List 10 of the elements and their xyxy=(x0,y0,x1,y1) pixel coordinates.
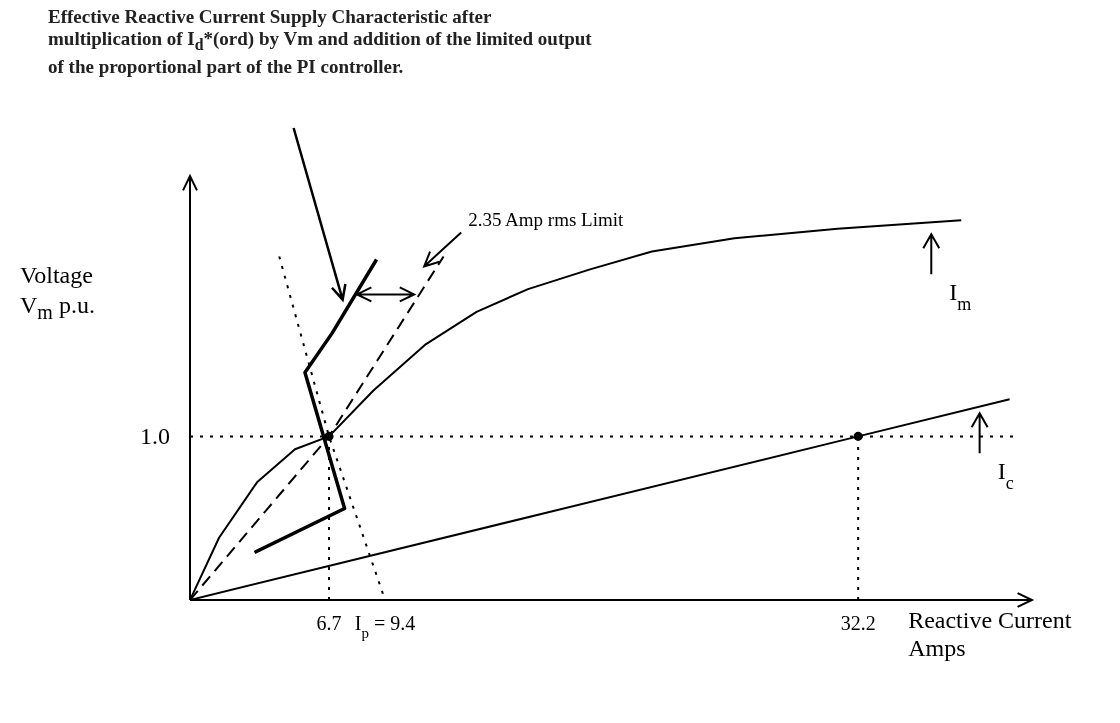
x-tick-label: 32.2 xyxy=(840,612,876,634)
x-tick-label: 6.7 xyxy=(316,612,342,634)
x-axis-title: Reactive Current Amps xyxy=(908,606,1073,662)
annotation: 2.35 Amp rms Limit xyxy=(468,209,625,231)
legend-label: I$_{c}$ xyxy=(997,458,1014,494)
y-axis-title: Voltage V$_{m}$ p.u. xyxy=(20,261,96,325)
text: 1.0 xyxy=(140,423,170,450)
legend-label: I$_{m}$ xyxy=(949,279,972,315)
text: Effective Reactive Current Supply Characteristic after multiplication of I$_{d}$*(ord) by Vm and addition of the limited output of the proportional part of the PI controller. xyxy=(48,6,593,78)
x-tick-label: I$_{p}$ = 9.4 xyxy=(354,612,416,641)
